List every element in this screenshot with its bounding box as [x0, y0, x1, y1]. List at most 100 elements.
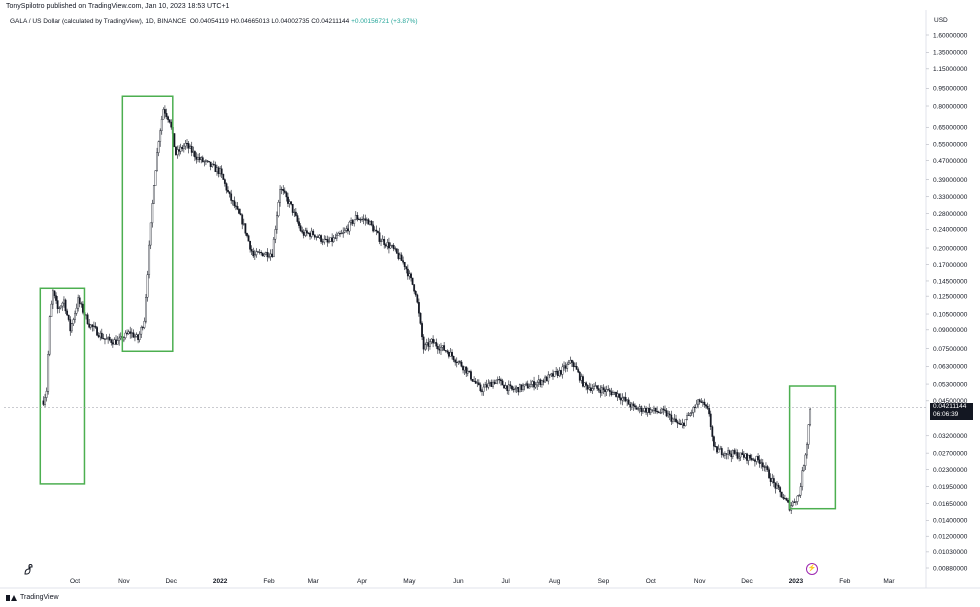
current-price-tag: 0.04211144 06:06:39 [930, 403, 973, 420]
candle-body [556, 371, 559, 376]
candle-body [324, 238, 327, 240]
candle-body [754, 459, 756, 462]
candle-body [776, 484, 778, 489]
candle-body [296, 215, 299, 222]
candle-body [279, 189, 281, 203]
candle-body [488, 382, 491, 384]
time-tick-label: Mar [308, 578, 320, 585]
candle-body [318, 235, 321, 238]
candle-body [227, 190, 229, 192]
highlight-box[interactable] [121, 95, 174, 353]
candle-body [763, 466, 766, 468]
candle-body [600, 387, 603, 394]
candle-body [645, 408, 647, 413]
highlight-box[interactable] [39, 287, 86, 485]
candle-body [283, 190, 286, 193]
candle-body [801, 470, 804, 487]
candle-body [192, 151, 195, 153]
price-axis[interactable]: 1.60000000 1.35000000 1.15000000 0.95000000… [926, 32, 968, 572]
candle-body [747, 455, 750, 461]
candle-body [417, 302, 420, 314]
candle-body [271, 253, 274, 258]
candle-body [287, 196, 289, 204]
candle-body [559, 370, 562, 375]
bar-countdown: 06:06:39 [933, 411, 959, 418]
candle-body [479, 384, 482, 392]
candle-body [223, 179, 226, 184]
candle-body [700, 401, 703, 403]
candle-body [384, 244, 387, 247]
event-lightning-icon[interactable]: ⚡ [806, 563, 818, 575]
candle-body [563, 365, 565, 368]
candle-body [378, 232, 381, 242]
candle-body [531, 381, 534, 385]
candle-body [610, 391, 613, 396]
candle-body [482, 386, 485, 392]
price-tick-label: 0.65000000 [933, 125, 968, 132]
candle-body [70, 323, 73, 332]
candle-body [364, 218, 367, 221]
candle-body [263, 254, 266, 257]
candle-body [64, 299, 67, 312]
candle-body [258, 252, 261, 254]
candle-body [477, 382, 480, 385]
candle-body [119, 336, 122, 339]
candle-body [708, 408, 711, 415]
candle-body [605, 389, 608, 392]
candle-body [727, 450, 729, 455]
time-tick-label: Nov [118, 578, 130, 585]
candle-body [690, 412, 693, 414]
candle-body [591, 388, 594, 391]
candle-body [257, 251, 259, 253]
candle-body [530, 384, 532, 388]
candle-body [424, 344, 427, 350]
candle-body [777, 484, 780, 488]
candle-body [381, 239, 384, 242]
candle-body [317, 236, 319, 238]
candle-body [42, 400, 45, 405]
candle-body [446, 350, 449, 353]
candle-body [151, 203, 154, 224]
candle-body [624, 396, 627, 402]
candle-body [89, 324, 92, 328]
candle-body [189, 146, 192, 149]
candle-body [375, 229, 378, 232]
candle-body [261, 252, 264, 257]
candle-body [298, 221, 300, 226]
price-tick-label: 0.12500000 [933, 293, 968, 300]
candle-body [683, 422, 685, 426]
highlight-box[interactable] [788, 385, 837, 510]
candle-body [433, 342, 436, 344]
candle-body [566, 363, 569, 369]
candle-body [376, 230, 379, 233]
candle-body [354, 215, 357, 221]
candle-body [586, 385, 589, 390]
candle-body [304, 230, 307, 236]
candle-body [474, 380, 477, 384]
candle-body [425, 342, 428, 345]
candle-body [326, 239, 329, 243]
candle-body [365, 219, 368, 221]
candle-body [575, 366, 578, 370]
time-tick-label: Mar [883, 578, 895, 585]
time-axis[interactable]: Oct Nov Dec 2022 Feb Mar Apr May Jun Jul Aug Sep Oct… [70, 578, 895, 585]
candle-body [717, 448, 720, 453]
dino-icon[interactable] [22, 562, 36, 576]
candle-body [731, 450, 734, 458]
candle-body [432, 338, 434, 344]
candle-body [463, 366, 466, 371]
candle-body [429, 341, 431, 347]
candle-body [539, 379, 542, 385]
candle-body [660, 408, 663, 413]
candle-body [481, 390, 483, 392]
candle-body [686, 415, 688, 420]
legend-open: O0.04054119 [189, 18, 229, 25]
candle-body [94, 325, 97, 328]
candle-body [91, 324, 94, 327]
publisher-line: TonySpilotro published on TradingView.co… [6, 3, 230, 10]
time-tick-label: Dec [741, 578, 753, 585]
time-tick-label: May [403, 578, 416, 585]
candle-body [582, 376, 584, 387]
candle-body [350, 220, 352, 223]
